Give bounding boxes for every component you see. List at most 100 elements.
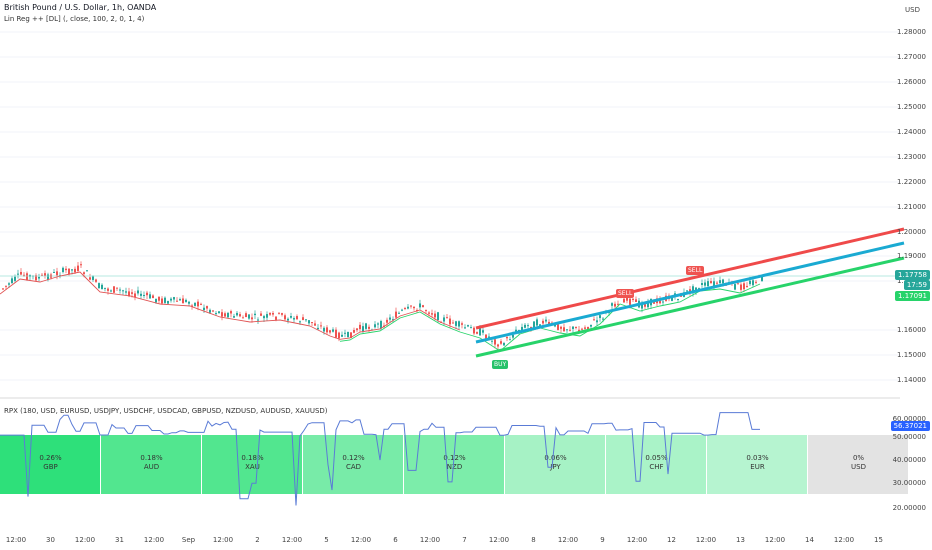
rpx-chart[interactable] bbox=[0, 400, 900, 530]
price-tick-label: 1.16000 bbox=[897, 326, 926, 334]
candle bbox=[296, 316, 298, 320]
price-tick-label: 1.20000 bbox=[897, 228, 926, 236]
candle bbox=[509, 339, 511, 341]
candle bbox=[701, 283, 703, 285]
candle bbox=[326, 327, 328, 333]
moving-average-line bbox=[0, 271, 461, 340]
candle bbox=[233, 316, 235, 318]
currency-strength-label: 0.12% CAD bbox=[342, 454, 364, 472]
candle bbox=[158, 296, 160, 301]
time-tick-label: 15 bbox=[874, 536, 883, 544]
candle bbox=[386, 319, 388, 323]
candle bbox=[527, 325, 529, 327]
currency-strength-label: 0% USD bbox=[851, 454, 866, 472]
candle bbox=[455, 321, 457, 326]
candle bbox=[470, 327, 472, 329]
candle bbox=[398, 312, 400, 314]
currency-strength-label: 0.05% CHF bbox=[645, 454, 667, 472]
candle bbox=[641, 303, 643, 309]
candle bbox=[593, 319, 595, 321]
candle bbox=[161, 298, 163, 304]
candle bbox=[2, 288, 4, 290]
candle bbox=[242, 317, 244, 319]
candles bbox=[2, 261, 763, 350]
candle bbox=[140, 293, 142, 296]
candle bbox=[464, 327, 466, 329]
price-tick-label: 1.14000 bbox=[897, 376, 926, 384]
candle bbox=[83, 272, 85, 274]
currency-pct: 0.03% bbox=[746, 454, 769, 462]
candle bbox=[467, 325, 469, 327]
candle bbox=[167, 301, 169, 304]
time-tick-label: 12:00 bbox=[350, 536, 372, 544]
candle bbox=[56, 271, 58, 276]
candle bbox=[446, 317, 448, 319]
candle bbox=[749, 280, 751, 285]
currency-block bbox=[404, 435, 504, 494]
candle bbox=[539, 324, 541, 326]
candle bbox=[350, 332, 352, 338]
candle bbox=[536, 319, 538, 326]
currency-name: USD bbox=[851, 463, 866, 471]
rpx-tick-label: 20.00000 bbox=[892, 504, 926, 512]
candle bbox=[335, 329, 337, 338]
candle bbox=[329, 330, 331, 333]
candle bbox=[407, 306, 409, 309]
candle bbox=[392, 319, 394, 321]
candle bbox=[377, 323, 379, 325]
candle bbox=[425, 310, 427, 312]
candle bbox=[77, 265, 79, 271]
candle bbox=[491, 340, 493, 342]
candle bbox=[20, 271, 22, 275]
chart-title[interactable]: British Pound / U.S. Dollar, 1h, OANDA bbox=[4, 3, 157, 12]
buy-signal-tag[interactable]: BUY bbox=[492, 360, 509, 369]
candle bbox=[485, 334, 487, 339]
time-tick-label: 7 bbox=[462, 536, 467, 544]
time-tick-label: 12:00 bbox=[212, 536, 234, 544]
candle bbox=[278, 312, 280, 314]
candle bbox=[461, 323, 463, 325]
currency-block bbox=[707, 435, 807, 494]
candle bbox=[269, 312, 271, 315]
currency-name: AUD bbox=[143, 463, 160, 471]
candle bbox=[41, 274, 43, 276]
rpx-current-tag: 56.37021 bbox=[890, 421, 930, 431]
candle bbox=[719, 280, 721, 284]
candle bbox=[155, 298, 157, 303]
currency-pct: 0.26% bbox=[39, 454, 62, 462]
price-tick-label: 1.22000 bbox=[897, 178, 926, 186]
candle bbox=[743, 283, 745, 290]
currency-name: JPY bbox=[550, 463, 561, 471]
sell-signal-tag[interactable]: SELL bbox=[686, 266, 705, 275]
candle bbox=[737, 283, 739, 285]
candle bbox=[746, 285, 748, 287]
candle bbox=[500, 341, 502, 344]
candle bbox=[437, 312, 439, 321]
time-tick-label: 12:00 bbox=[695, 536, 717, 544]
candle bbox=[38, 276, 40, 279]
candle bbox=[623, 298, 625, 303]
time-tick-label: 5 bbox=[324, 536, 329, 544]
currency-name: NZD bbox=[446, 463, 463, 471]
candle bbox=[677, 299, 679, 301]
candle bbox=[431, 313, 433, 315]
candle bbox=[449, 318, 451, 325]
candle bbox=[617, 303, 619, 305]
rpx-indicator-label[interactable]: RPX (180, USD, EURUSD, USDJPY, USDCHF, U… bbox=[4, 407, 328, 415]
candle bbox=[686, 290, 688, 292]
candle bbox=[602, 318, 604, 320]
rpx-tick-label: 30.00000 bbox=[892, 479, 926, 487]
candle bbox=[512, 334, 514, 338]
candle bbox=[128, 291, 130, 296]
sell-signal-tag[interactable]: SELL bbox=[616, 289, 635, 298]
candle bbox=[293, 318, 295, 320]
time-tick-label: 12:00 bbox=[764, 536, 786, 544]
candle bbox=[266, 314, 268, 318]
candle bbox=[122, 290, 124, 292]
candle bbox=[413, 306, 415, 309]
candle bbox=[173, 297, 175, 300]
indicator-label[interactable]: Lin Reg ++ [DL] (, close, 100, 2, 0, 1, … bbox=[4, 15, 145, 23]
currency-block bbox=[101, 435, 201, 494]
candle bbox=[230, 311, 232, 314]
